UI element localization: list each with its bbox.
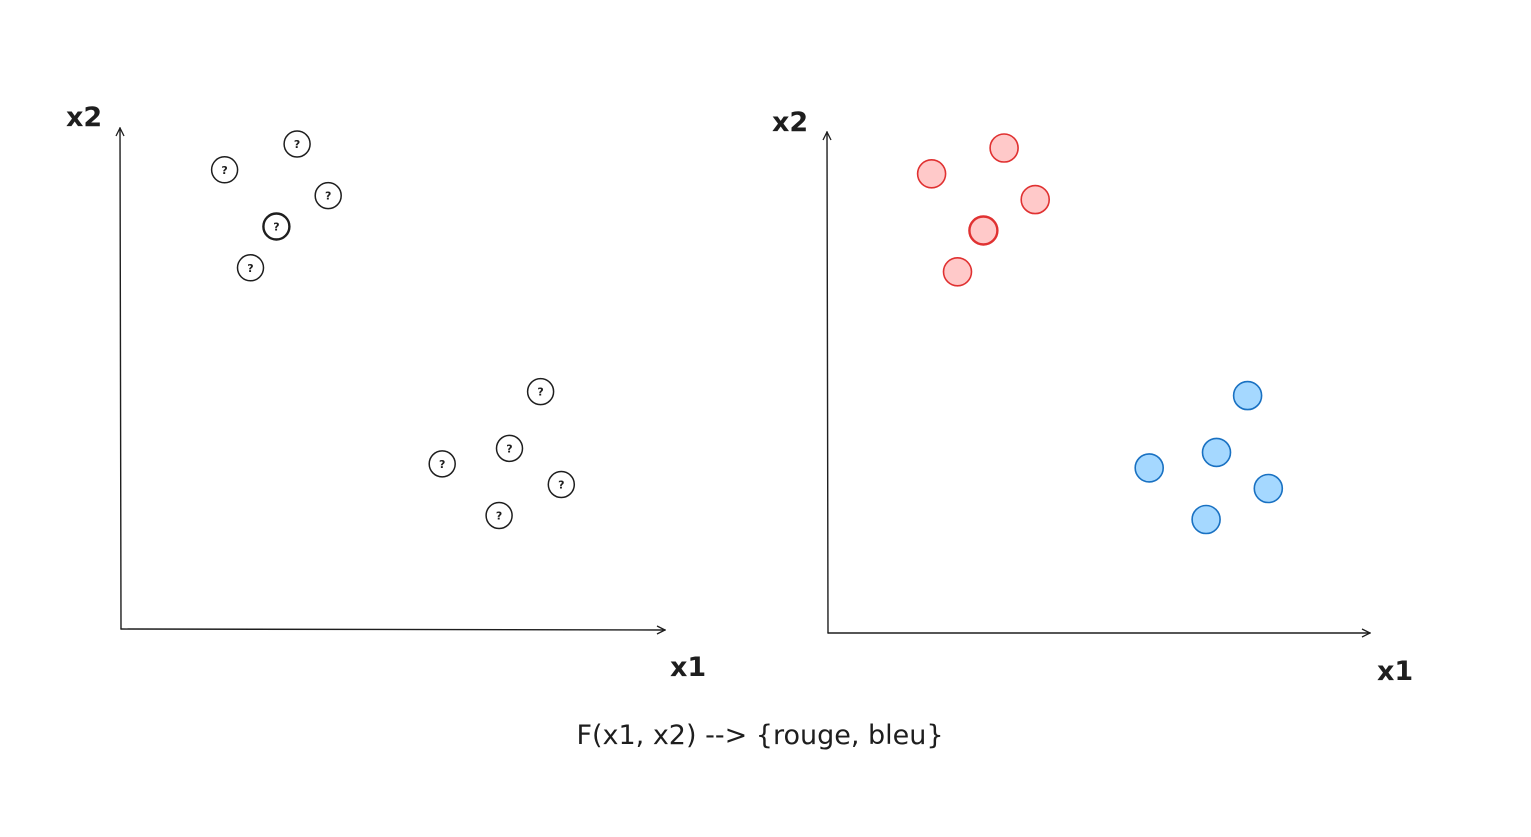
question-mark: ? [325,190,331,203]
point-circle [314,181,342,210]
question-mark: ? [496,510,502,523]
question-mark: ? [273,221,279,234]
y-axis-label-right: x2 [772,107,808,138]
point-circle [210,156,239,184]
point-circle [495,434,524,463]
x-axis-left [120,629,665,630]
bleu-point [1191,504,1221,535]
unknown-point: ? [314,181,342,210]
point-circle [989,133,1019,163]
point-circle [1201,437,1232,468]
bleu-point [1201,437,1232,468]
unknown-point: ? [485,501,513,530]
question-mark: ? [247,262,253,275]
unknown-point: ? [428,450,456,478]
unknown-point: ? [283,130,311,158]
unknown-point: ? [526,377,555,406]
question-mark: ? [439,458,445,471]
unknown-point: ? [495,434,524,463]
rouge-point [1020,184,1050,215]
rouge-point [942,256,973,287]
point-circle [1020,184,1050,215]
point-circle [236,254,265,282]
rouge-point [989,133,1019,163]
unknown-point: ? [262,212,291,241]
points-labeled [916,133,1284,535]
y-axis-label-left: x2 [66,102,102,133]
bleu-point [1253,473,1284,504]
y-axis-right [827,132,828,634]
rouge-point [916,159,947,189]
rouge-point [968,215,999,246]
question-mark: ? [537,386,543,399]
formula-caption: F(x1, x2) --> {rouge, bleu} [576,720,943,751]
unknown-point: ? [210,156,239,184]
point-circle [1134,453,1164,483]
question-mark: ? [221,164,227,177]
unknown-point: ? [547,470,576,499]
point-circle [547,470,576,499]
panel-unlabeled: x2 x1 ?????????? [66,102,706,683]
question-mark: ? [506,442,512,455]
question-mark: ? [558,479,564,492]
bleu-point [1134,453,1164,483]
point-circle [428,450,456,478]
point-circle [1191,504,1221,535]
point-circle [526,377,555,406]
x-axis-label-right: x1 [1377,656,1413,687]
point-circle [916,159,947,189]
point-circle [262,212,291,241]
point-circle [485,501,513,530]
point-circle [1253,473,1284,504]
point-circle [283,130,311,158]
unknown-point: ? [236,254,265,282]
panel-labeled: x2 x1 [772,107,1413,687]
point-circle [942,256,973,287]
point-circle [1232,380,1263,411]
x-axis-label-left: x1 [670,652,706,683]
point-circle [968,215,999,246]
points-unlabeled: ?????????? [210,130,576,530]
bleu-point [1232,380,1263,411]
question-mark: ? [294,138,300,151]
y-axis-left [120,128,121,630]
